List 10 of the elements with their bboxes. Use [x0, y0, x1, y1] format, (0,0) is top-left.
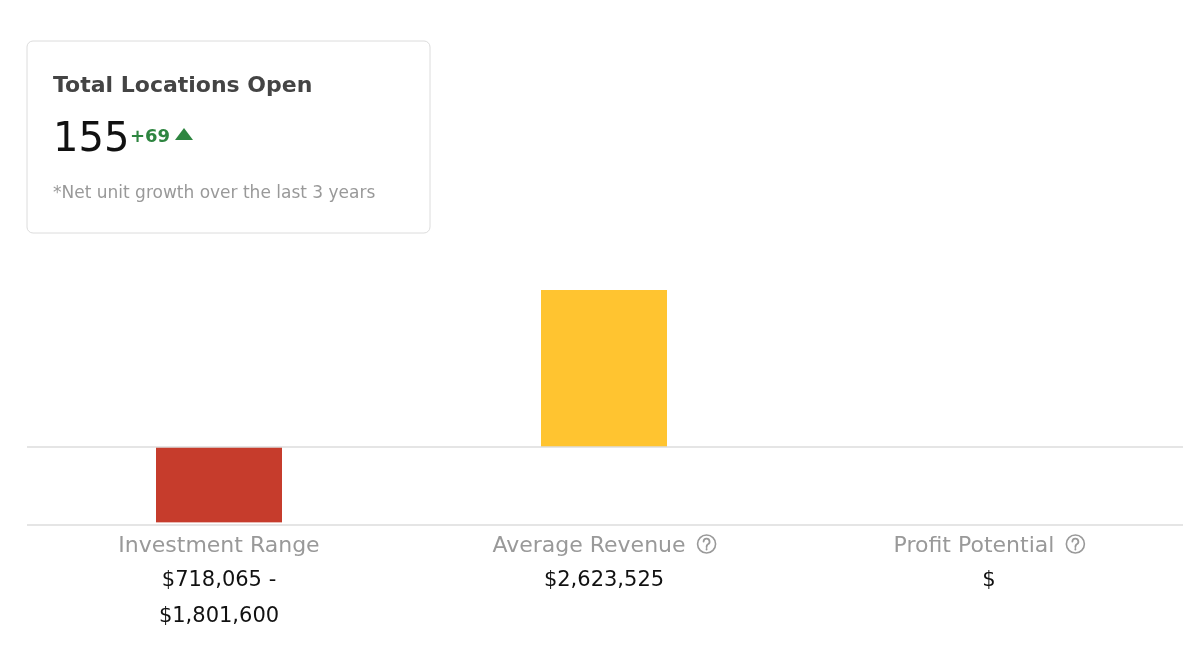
text: 155 — [53, 114, 130, 160]
x-tick-label: Average Revenue — [492, 532, 686, 557]
text: +69 — [130, 125, 171, 146]
text: $718,065 - $1,801,600 — [158, 567, 280, 627]
text: *Net unit growth over the last 3 years — [53, 182, 376, 202]
text: Total Locations Open — [53, 72, 313, 97]
text: $2,623,525 — [543, 567, 665, 591]
x-tick-label: Investment Range — [118, 532, 320, 557]
x-tick-label: Profit Potential — [893, 532, 1055, 557]
text: $ — [982, 567, 996, 591]
